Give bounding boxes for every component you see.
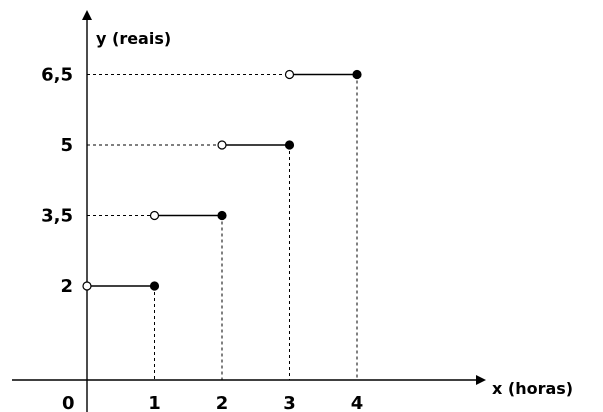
closed-endpoint: [149, 281, 160, 291]
axes: [12, 10, 486, 412]
origin-label: 0: [62, 393, 75, 412]
step-segments: [82, 69, 362, 291]
tick-labels: 1 2 3 4 2 3,5 5 6,5: [41, 65, 363, 412]
closed-endpoint: [217, 210, 227, 221]
axis-labels: y (reais) x (horas) 0: [62, 29, 573, 412]
x-tick-label: 4: [351, 393, 364, 412]
closed-endpoint: [284, 140, 295, 150]
open-endpoint: [284, 69, 295, 80]
y-tick-label: 5: [60, 135, 73, 156]
open-endpoint: [149, 210, 160, 221]
x-tick-label: 2: [216, 393, 229, 412]
open-endpoint: [217, 140, 227, 150]
x-tick-label: 1: [148, 393, 161, 412]
closed-endpoint: [352, 69, 362, 80]
y-tick-label: 2: [60, 276, 73, 297]
dashed-guides: [87, 74, 358, 380]
y-tick-label: 6,5: [41, 65, 73, 86]
x-axis-label: x (horas): [492, 379, 573, 398]
x-axis-arrow: [476, 375, 486, 385]
y-axis-arrow: [82, 10, 92, 20]
y-axis-label: y (reais): [96, 29, 171, 48]
x-tick-label: 3: [283, 393, 296, 412]
open-endpoint: [82, 281, 92, 291]
y-tick-label: 3,5: [41, 206, 73, 227]
